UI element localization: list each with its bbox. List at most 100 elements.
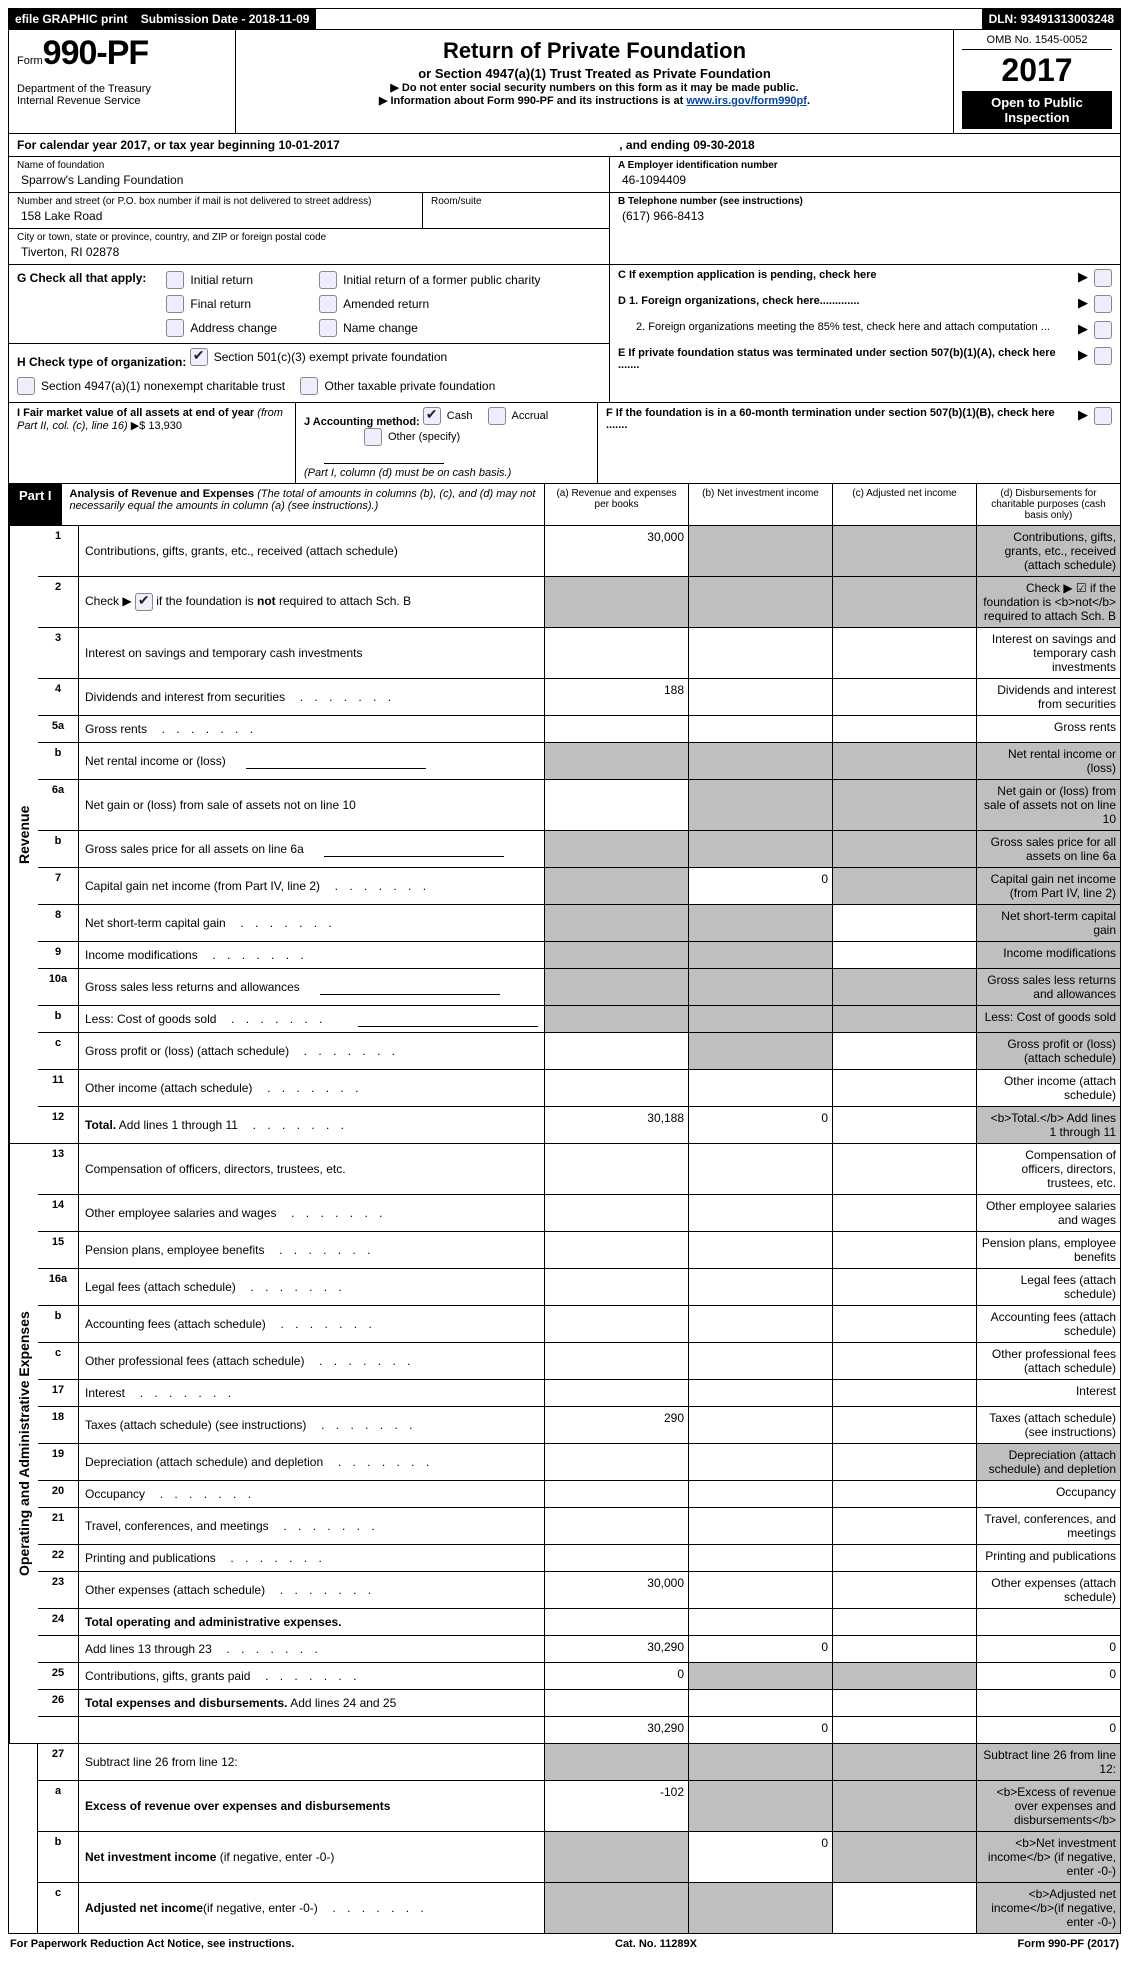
line-description: Other professional fees (attach schedule… bbox=[79, 1343, 545, 1379]
dept-treasury: Department of the Treasury bbox=[17, 83, 227, 95]
line-number: 19 bbox=[38, 1444, 79, 1480]
value-col-d: Occupancy bbox=[977, 1481, 1120, 1507]
value-col-c bbox=[833, 1195, 977, 1231]
value-col-d bbox=[977, 1690, 1120, 1716]
checkbox-initial-return[interactable] bbox=[166, 271, 184, 289]
value-col-b bbox=[689, 1232, 833, 1268]
form-number: 990-PF bbox=[43, 34, 149, 72]
line-number: c bbox=[38, 1883, 79, 1933]
line-description: Depreciation (attach schedule) and deple… bbox=[79, 1444, 545, 1480]
value-col-a bbox=[545, 1306, 689, 1342]
line-description: Adjusted net income(if negative, enter -… bbox=[79, 1883, 545, 1933]
checkbox-amended[interactable] bbox=[319, 295, 337, 313]
checkbox-accrual[interactable] bbox=[488, 407, 506, 425]
value-col-b bbox=[689, 526, 833, 576]
efile-label: efile GRAPHIC print bbox=[9, 9, 135, 29]
line-number: 25 bbox=[38, 1663, 79, 1689]
checkbox-e[interactable] bbox=[1094, 347, 1112, 365]
line-number: 9 bbox=[38, 942, 79, 968]
value-col-c bbox=[833, 1832, 977, 1882]
value-col-a bbox=[545, 1508, 689, 1544]
checkbox-other-taxable[interactable] bbox=[300, 377, 318, 395]
value-col-c bbox=[833, 743, 977, 779]
value-col-d: Other employee salaries and wages bbox=[977, 1195, 1120, 1231]
table-row: 10aGross sales less returns and allowanc… bbox=[38, 969, 1120, 1006]
value-col-a bbox=[545, 1144, 689, 1194]
expense-label: Operating and Administrative Expenses bbox=[9, 1144, 38, 1743]
value-col-c bbox=[833, 1481, 977, 1507]
value-col-b bbox=[689, 1144, 833, 1194]
table-row: 5aGross rents . . . . . . .Gross rents bbox=[38, 716, 1120, 743]
value-col-b bbox=[689, 831, 833, 867]
checkbox-cash[interactable] bbox=[423, 407, 441, 425]
line-number: 17 bbox=[38, 1380, 79, 1406]
omb-number: OMB No. 1545-0052 bbox=[962, 34, 1112, 50]
line-description: Net short-term capital gain . . . . . . … bbox=[79, 905, 545, 941]
value-col-a bbox=[545, 1070, 689, 1106]
line-number: 26 bbox=[38, 1690, 79, 1716]
checkbox-d1[interactable] bbox=[1094, 295, 1112, 313]
foundation-name: Sparrow's Landing Foundation bbox=[17, 171, 601, 189]
checkbox-initial-former[interactable] bbox=[319, 271, 337, 289]
line-number: c bbox=[38, 1033, 79, 1069]
irs: Internal Revenue Service bbox=[17, 95, 227, 107]
line-number: 15 bbox=[38, 1232, 79, 1268]
line-description: Printing and publications . . . . . . . bbox=[79, 1545, 545, 1571]
j-label: J Accounting method: bbox=[304, 416, 420, 428]
line-description: Legal fees (attach schedule) . . . . . .… bbox=[79, 1269, 545, 1305]
value-col-c bbox=[833, 1572, 977, 1608]
value-col-b bbox=[689, 1269, 833, 1305]
value-col-a bbox=[545, 1744, 689, 1780]
entity-info: Name of foundation Sparrow's Landing Fou… bbox=[8, 157, 1121, 265]
table-row: 7Capital gain net income (from Part IV, … bbox=[38, 868, 1120, 905]
value-col-c bbox=[833, 1744, 977, 1780]
checkbox-final-return[interactable] bbox=[166, 295, 184, 313]
value-col-c bbox=[833, 1144, 977, 1194]
line-number: b bbox=[38, 831, 79, 867]
checkbox-address-change[interactable] bbox=[166, 319, 184, 337]
value-col-a bbox=[545, 1380, 689, 1406]
table-row: Add lines 13 through 23 . . . . . . .30,… bbox=[38, 1636, 1120, 1663]
checkbox-f[interactable] bbox=[1094, 407, 1112, 425]
line-number: 11 bbox=[38, 1070, 79, 1106]
value-col-a: 0 bbox=[545, 1663, 689, 1689]
line-description: Total expenses and disbursements. Add li… bbox=[79, 1690, 545, 1716]
revenue-section: Revenue 1Contributions, gifts, grants, e… bbox=[8, 526, 1121, 1144]
table-row: 19Depreciation (attach schedule) and dep… bbox=[38, 1444, 1120, 1481]
checkbox-d2[interactable] bbox=[1094, 321, 1112, 339]
line-description: Net investment income (if negative, ente… bbox=[79, 1832, 545, 1882]
table-row: 1Contributions, gifts, grants, etc., rec… bbox=[38, 526, 1120, 577]
value-col-b bbox=[689, 1609, 833, 1635]
line-description: Interest on savings and temporary cash i… bbox=[79, 628, 545, 678]
line-number: 16a bbox=[38, 1269, 79, 1305]
line-description: Total. Add lines 1 through 11 . . . . . … bbox=[79, 1107, 545, 1143]
table-row: cOther professional fees (attach schedul… bbox=[38, 1343, 1120, 1380]
table-row: 23Other expenses (attach schedule) . . .… bbox=[38, 1572, 1120, 1609]
form-header: Form990-PF Department of the Treasury In… bbox=[8, 30, 1121, 134]
city-label: City or town, state or province, country… bbox=[17, 232, 601, 243]
value-col-d: Net gain or (loss) from sale of assets n… bbox=[977, 780, 1120, 830]
form-info-link[interactable]: www.irs.gov/form990pf bbox=[686, 95, 807, 107]
line-number: b bbox=[38, 1306, 79, 1342]
line-description: Interest . . . . . . . bbox=[79, 1380, 545, 1406]
value-col-b bbox=[689, 743, 833, 779]
line-number: 14 bbox=[38, 1195, 79, 1231]
dln: DLN: 93491313003248 bbox=[983, 9, 1120, 29]
checkbox-name-change[interactable] bbox=[319, 319, 337, 337]
checkbox-other-method[interactable] bbox=[364, 428, 382, 446]
checkbox-4947[interactable] bbox=[17, 377, 35, 395]
line-number: 18 bbox=[38, 1407, 79, 1443]
value-col-b bbox=[689, 780, 833, 830]
table-row: 21Travel, conferences, and meetings . . … bbox=[38, 1508, 1120, 1545]
street-address: 158 Lake Road bbox=[17, 207, 414, 225]
h-label: H Check type of organization: bbox=[17, 355, 186, 369]
value-col-d: Gross profit or (loss) (attach schedule) bbox=[977, 1033, 1120, 1069]
checkbox-501c3[interactable] bbox=[190, 348, 208, 366]
checkbox-c[interactable] bbox=[1094, 269, 1112, 287]
line-number: b bbox=[38, 1832, 79, 1882]
line27-section: 27Subtract line 26 from line 12:Subtract… bbox=[8, 1744, 1121, 1934]
value-col-c bbox=[833, 1343, 977, 1379]
value-col-a: 188 bbox=[545, 679, 689, 715]
value-col-d: <b>Total.</b> Add lines 1 through 11 bbox=[977, 1107, 1120, 1143]
value-col-a bbox=[545, 1832, 689, 1882]
